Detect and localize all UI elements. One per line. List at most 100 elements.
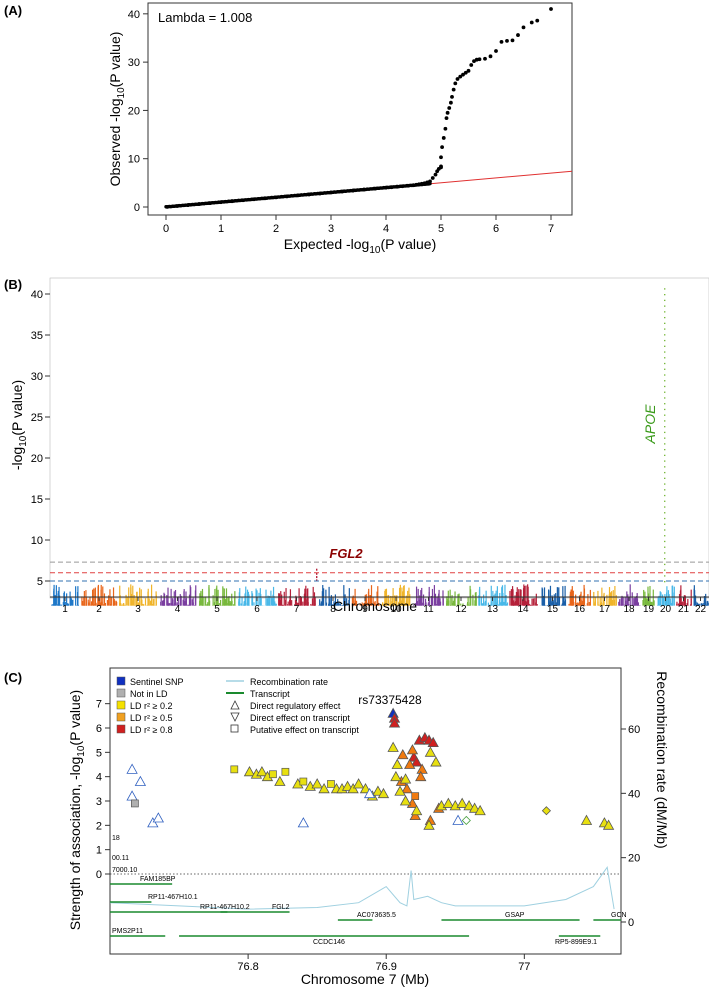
manhattan-point xyxy=(420,604,422,606)
regional-x-axis-label: Chromosome 7 (Mb) xyxy=(301,971,429,987)
manhattan-point-apoe xyxy=(664,305,666,307)
manhattan-y-tick-label: 40 xyxy=(31,289,43,301)
manhattan-point xyxy=(93,604,95,606)
manhattan-point xyxy=(314,596,316,606)
manhattan-point xyxy=(119,585,121,606)
manhattan-point xyxy=(405,600,407,606)
manhattan-point xyxy=(442,590,444,606)
manhattan-point xyxy=(163,604,165,606)
qq-point xyxy=(450,94,454,99)
manhattan-point xyxy=(562,605,565,606)
manhattan-point xyxy=(287,604,289,606)
snp-point xyxy=(390,770,402,782)
manhattan-point-apoe xyxy=(664,489,666,491)
manhattan-point xyxy=(626,591,628,606)
manhattan-point-apoe xyxy=(664,443,666,445)
manhattan-point xyxy=(130,593,133,606)
manhattan-point xyxy=(706,605,708,606)
manhattan-point xyxy=(155,594,157,606)
transcript-label: PMS2P11 xyxy=(112,928,143,935)
manhattan-point xyxy=(224,599,227,606)
manhattan-point xyxy=(622,597,624,606)
manhattan-point xyxy=(114,600,116,606)
chromosome-label: 2 xyxy=(96,604,102,615)
manhattan-point xyxy=(550,602,553,606)
regional-points xyxy=(126,707,615,830)
manhattan-point xyxy=(179,602,181,606)
snp-point xyxy=(388,717,401,728)
manhattan-point xyxy=(108,595,110,606)
manhattan-point xyxy=(102,604,105,606)
manhattan-point xyxy=(300,599,302,606)
manhattan-y-tick-label: 25 xyxy=(31,412,43,424)
manhattan-point xyxy=(427,602,430,606)
manhattan-point xyxy=(447,590,449,606)
manhattan-point xyxy=(625,600,627,606)
manhattan-point xyxy=(610,601,612,606)
manhattan-point xyxy=(325,589,327,606)
manhattan-point xyxy=(346,598,348,606)
manhattan-point-apoe xyxy=(664,380,666,382)
snp-point xyxy=(541,806,551,816)
manhattan-point xyxy=(487,602,490,606)
legend-swatch-ld05 xyxy=(116,712,126,722)
snp-point xyxy=(131,799,139,808)
manhattan-point xyxy=(495,590,497,606)
manhattan-point xyxy=(670,603,672,606)
regional-right-tick-label: 40 xyxy=(628,788,640,800)
snp-point xyxy=(318,783,330,794)
manhattan-point xyxy=(594,596,596,606)
manhattan-point xyxy=(136,591,138,606)
manhattan-point xyxy=(291,600,293,606)
manhattan-point xyxy=(54,594,56,606)
snp-point xyxy=(410,804,423,816)
transcript-label: CCDC146 xyxy=(313,939,345,946)
qq-point xyxy=(318,191,322,196)
qq-point xyxy=(395,184,399,189)
chromosome-label: 17 xyxy=(599,604,611,615)
edge-label-1: 18 xyxy=(112,835,120,842)
manhattan-point xyxy=(618,602,620,606)
qq-point xyxy=(175,204,179,208)
manhattan-point xyxy=(512,600,515,606)
legend-swatch-sentinel xyxy=(116,676,126,686)
manhattan-point xyxy=(469,585,471,606)
manhattan-point xyxy=(393,603,395,606)
chromosome-label: 21 xyxy=(678,604,690,615)
manhattan-point xyxy=(564,585,566,606)
manhattan-y-axis: 5 10 15 20 25 30 35 40 xyxy=(31,289,50,588)
manhattan-point xyxy=(568,603,570,606)
manhattan-y-axis-label: -log10(P value) xyxy=(9,380,29,470)
manhattan-point-fgl2 xyxy=(316,579,318,582)
manhattan-point xyxy=(128,597,130,606)
manhattan-point xyxy=(594,601,596,606)
manhattan-point xyxy=(311,598,314,606)
manhattan-point xyxy=(67,603,69,606)
manhattan-point xyxy=(402,603,404,606)
manhattan-point-apoe xyxy=(664,426,666,428)
manhattan-point xyxy=(481,603,484,606)
manhattan-point xyxy=(151,596,153,606)
manhattan-point xyxy=(683,595,685,606)
manhattan-point xyxy=(166,600,168,606)
manhattan-point xyxy=(428,601,430,606)
manhattan-point xyxy=(307,597,309,606)
manhattan-point xyxy=(658,595,660,606)
manhattan-point xyxy=(266,598,268,606)
manhattan-point-apoe xyxy=(664,477,666,479)
manhattan-point xyxy=(648,599,650,606)
manhattan-point xyxy=(660,592,662,606)
manhattan-point xyxy=(142,603,144,606)
manhattan-point xyxy=(199,593,201,606)
manhattan-point xyxy=(462,604,464,606)
manhattan-point xyxy=(268,596,270,606)
gene-labels: FGL2 APOE xyxy=(329,404,658,561)
manhattan-point xyxy=(104,602,107,606)
snp-point xyxy=(230,765,239,774)
manhattan-point xyxy=(375,604,377,606)
qq-point xyxy=(406,183,410,188)
manhattan-point xyxy=(169,603,171,606)
manhattan-point xyxy=(484,602,486,606)
qq-point xyxy=(351,188,355,193)
manhattan-point xyxy=(611,591,613,606)
